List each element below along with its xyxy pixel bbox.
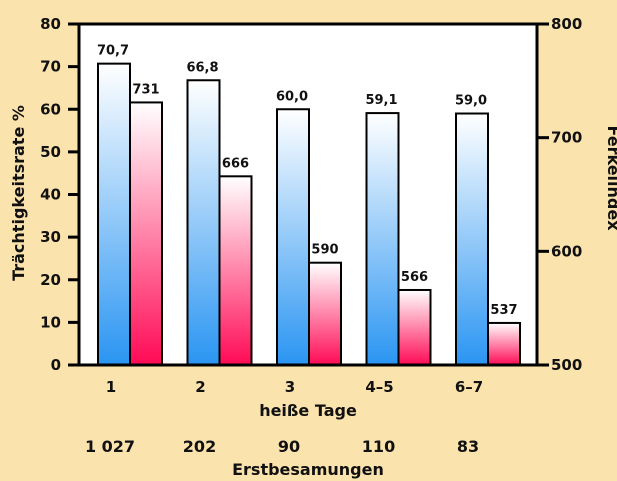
- y-left-tick-label: 70: [40, 58, 61, 76]
- y-right-tick-label: 800: [551, 15, 582, 33]
- count-label: 90: [278, 437, 300, 456]
- y-left-tick-label: 20: [40, 271, 61, 289]
- count-label: 1 027: [85, 437, 135, 456]
- bar-rate: [97, 62, 131, 367]
- x-tick-label: 3: [285, 378, 295, 396]
- data-label-ferkelindex: 537: [490, 303, 517, 318]
- data-label-rate: 66,8: [186, 60, 218, 75]
- x-tick-label: 6–7: [455, 378, 483, 396]
- bar-ferkelindex: [129, 101, 163, 367]
- data-label-rate: 60,0: [276, 89, 308, 104]
- y-right-title: Ferkelindex: [604, 125, 617, 231]
- bar-rate: [276, 108, 310, 366]
- y-left-tick-label: 30: [40, 228, 61, 246]
- y-left-title: Trächtigkeitsrate %: [9, 105, 28, 281]
- bars-layer: 70,7 731 66,8 666 60,0 590 59,1 566 59,0 537: [97, 44, 521, 367]
- y-left-tick-label: 40: [40, 186, 61, 204]
- x-tick-label: 2: [195, 378, 205, 396]
- bar-rate: [186, 79, 221, 366]
- x-tick-label: 4–5: [365, 378, 393, 396]
- x-axis-title: heiße Tage: [259, 401, 357, 420]
- bar-rate: [365, 112, 400, 367]
- y-left-tick-label: 0: [51, 356, 61, 374]
- count-label: 83: [457, 437, 479, 456]
- data-label-ferkelindex: 731: [132, 82, 159, 97]
- data-label-rate: 70,7: [97, 44, 129, 59]
- bar-ferkelindex: [308, 261, 342, 367]
- bar-rate: [455, 112, 489, 366]
- bar-ferkelindex: [487, 321, 521, 366]
- y-left-tick-label: 50: [40, 143, 61, 161]
- bar-ferkelindex: [397, 288, 432, 367]
- y-left-tick-label: 80: [40, 15, 61, 33]
- counts-title: Erstbesamungen: [232, 460, 384, 479]
- bar-ferkelindex: [218, 175, 253, 366]
- ticks-layer: 1 1 027 2 202 3 90 4–5 110 6–7 83 0 10 20 30 40 50 60 70 8…: [40, 15, 582, 456]
- count-label: 202: [183, 437, 216, 456]
- data-label-rate: 59,1: [365, 93, 397, 108]
- y-left-tick-label: 60: [40, 100, 61, 118]
- data-label-ferkelindex: 590: [311, 243, 338, 258]
- x-tick-label: 1: [106, 378, 116, 396]
- count-label: 110: [362, 437, 395, 456]
- y-right-tick-label: 500: [551, 356, 582, 374]
- data-label-ferkelindex: 566: [401, 270, 428, 285]
- y-right-tick-label: 700: [551, 129, 582, 147]
- y-right-tick-label: 600: [551, 242, 582, 260]
- y-left-tick-label: 10: [40, 313, 61, 331]
- data-label-ferkelindex: 666: [222, 156, 249, 171]
- data-label-rate: 59,0: [455, 94, 487, 109]
